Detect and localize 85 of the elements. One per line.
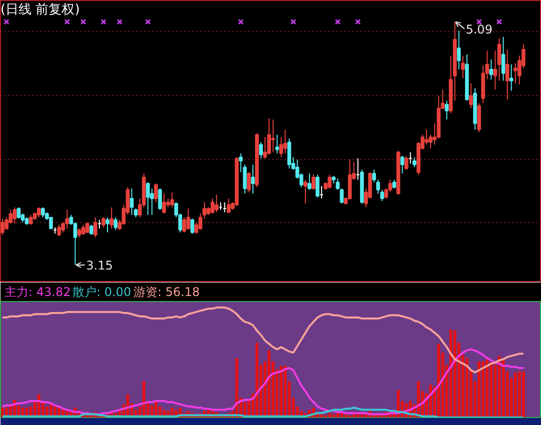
- bar: [268, 350, 271, 418]
- candlestick: [460, 55, 465, 79]
- candlestick: [456, 30, 461, 70]
- candlestick: [505, 48, 510, 100]
- candlestick: [81, 224, 86, 236]
- candlestick: [85, 222, 90, 233]
- bar: [332, 414, 336, 418]
- candlestick: [400, 155, 404, 174]
- candlestick: [65, 209, 70, 230]
- candlestick: [340, 188, 344, 204]
- candlestick: [259, 142, 263, 159]
- candlestick: [267, 118, 271, 156]
- bar: [478, 361, 481, 418]
- text: 主力: 43.82: [4, 285, 71, 299]
- candlestick: [271, 119, 276, 153]
- candlestick: [162, 193, 166, 214]
- candlestick: [336, 178, 340, 190]
- bar: [490, 362, 493, 418]
- candlestick: [501, 36, 506, 82]
- bar: [482, 361, 485, 418]
- candlestick: [283, 129, 288, 154]
- bar: [465, 358, 468, 418]
- bar: [255, 342, 258, 418]
- candlestick: [154, 182, 158, 203]
- candlestick: [513, 62, 518, 84]
- bar: [486, 359, 489, 418]
- candlestick: [424, 129, 428, 146]
- bar: [437, 344, 440, 418]
- annotation: 5.09: [466, 22, 492, 36]
- bar: [360, 414, 364, 418]
- candlestick: [40, 206, 45, 218]
- candlestick: [275, 134, 280, 154]
- candlestick: [146, 182, 150, 216]
- candlestick: [497, 38, 502, 82]
- candlestick: [114, 216, 118, 230]
- candlestick: [226, 198, 231, 213]
- candlestick: [412, 156, 416, 168]
- annotation: 3.15: [86, 258, 113, 272]
- candlestick: [328, 174, 332, 189]
- candlestick: [190, 218, 194, 234]
- candlestick: [509, 64, 514, 92]
- candlestick: [186, 208, 190, 230]
- text: 散户: 0.00: [72, 285, 132, 299]
- candlestick: [246, 172, 251, 193]
- candlestick: [57, 224, 61, 237]
- candlestick: [0, 218, 4, 236]
- bar: [522, 371, 525, 418]
- candlestick: [444, 100, 449, 120]
- candlestick: [49, 216, 53, 230]
- candlestick: [214, 194, 218, 213]
- candlestick: [210, 198, 214, 214]
- candlestick: [93, 216, 98, 238]
- candlestick: [158, 188, 162, 210]
- candlestick: [493, 50, 498, 90]
- candlestick: [36, 206, 41, 218]
- candlestick: [250, 164, 255, 194]
- bar: [320, 414, 324, 418]
- candlestick: [404, 155, 408, 170]
- series-label: 游资: 56.18: [134, 285, 200, 299]
- candlestick: [170, 192, 174, 208]
- bar: [453, 330, 456, 418]
- candlestick: [303, 179, 308, 204]
- candlestick: [469, 82, 473, 109]
- bar: [280, 366, 283, 418]
- candlestick: [16, 206, 21, 220]
- candlestick: [130, 188, 134, 216]
- candlestick: [182, 216, 186, 233]
- candlestick: [102, 216, 106, 228]
- candlestick: [287, 138, 292, 169]
- candlestick: [489, 58, 494, 80]
- candlestick: [316, 174, 320, 198]
- chart-title: (日线 前复权): [0, 2, 80, 18]
- candlestick: [28, 214, 33, 226]
- candlestick: [12, 206, 17, 224]
- bar: [328, 413, 332, 418]
- candlestick: [110, 206, 114, 230]
- bar: [1, 408, 4, 418]
- bar: [518, 371, 521, 418]
- candlestick: [477, 102, 481, 133]
- candlestick: [312, 174, 316, 190]
- candlestick: [89, 224, 94, 236]
- bar: [514, 372, 517, 418]
- candlestick: [106, 216, 110, 233]
- bar: [344, 414, 348, 418]
- candlestick: [308, 172, 312, 190]
